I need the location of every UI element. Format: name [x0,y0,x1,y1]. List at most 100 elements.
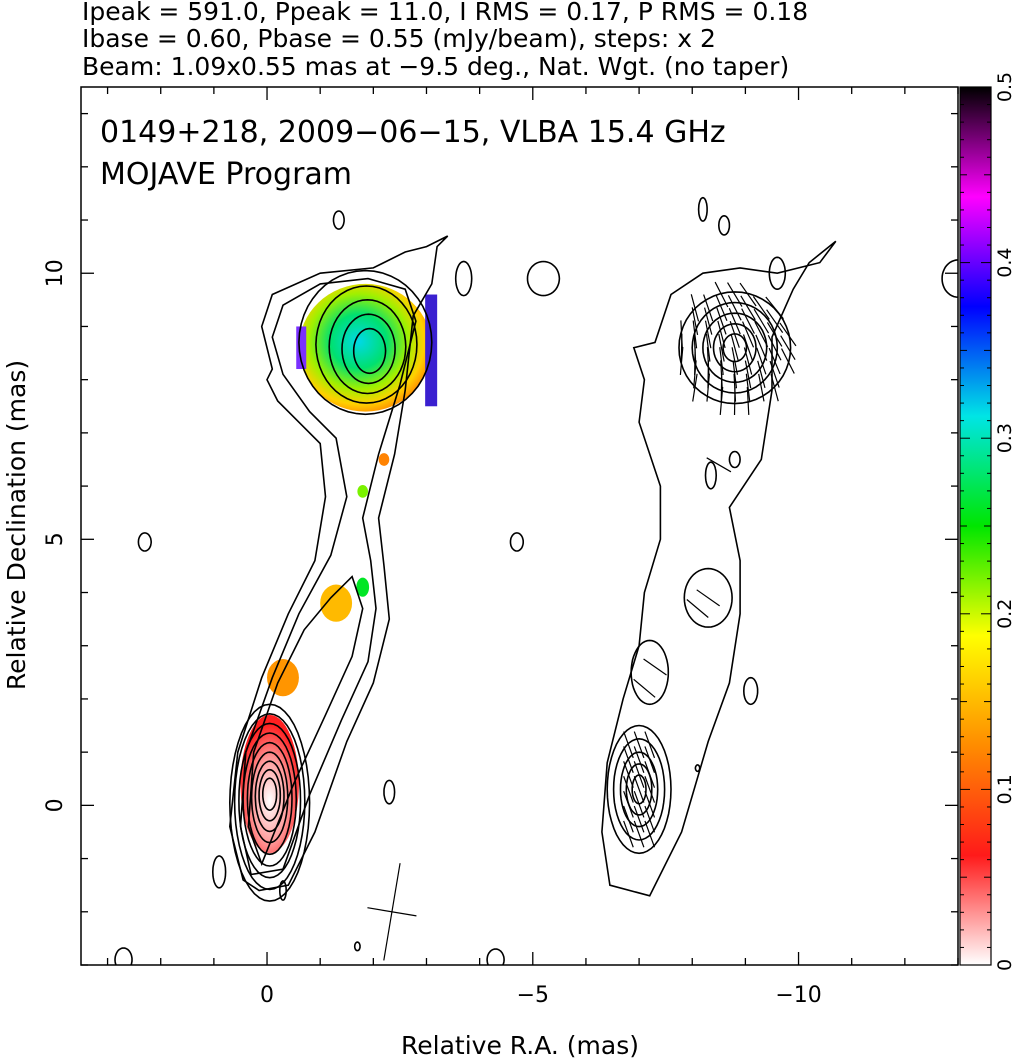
left-core-contour-3 [242,732,298,867]
evpa-tick [757,360,766,389]
y-tick-label: 10 [43,259,68,287]
evpa-tick [644,746,656,773]
colorbar-tick-label: 0 [994,959,1016,971]
right-head-contour-2 [702,312,768,384]
right-island-3 [728,450,741,469]
evpa-tick [752,296,770,320]
evpa-tick [765,296,784,320]
right-head-contour-4 [722,333,748,363]
left-core-contour-8 [262,777,278,812]
evpa-tick [704,320,712,349]
plot-title: 0149+218, 2009−06−15, VLBA 15.4 GHz [100,115,726,150]
y-axis-title: Relative Declination (mas) [2,360,31,690]
left-island-1 [454,260,473,297]
evpa-tick [754,321,769,348]
left-head-contour-4 [352,327,387,375]
right-core-contour-3 [625,763,653,816]
evpa-tick [766,309,784,333]
left-island-8 [114,947,133,965]
x-tick-label: −10 [775,983,821,1008]
left-contour-2 [239,277,417,876]
evpa-tick [623,820,634,848]
right-core-contour-4 [631,774,647,805]
evpa-tick [730,334,739,362]
pol-region-knot-e [378,453,390,466]
evpa-tick [623,746,634,773]
colorbar-tick-label: 0.4 [994,247,1016,277]
header-line-1: Ipeak = 591.0, Ppeak = 11.0, I RMS = 0.1… [82,0,808,26]
evpa-tick [743,347,753,375]
pol-region-knot-c [356,577,370,597]
right-island-4 [697,196,708,222]
right-island-6 [768,256,787,291]
y-tick-label: 0 [43,798,68,812]
evpa-tick [644,776,656,803]
right-island-8 [742,676,759,706]
evpa-tick [706,347,710,376]
right-island-9 [694,764,701,773]
header-line-2: Ibase = 0.60, Pbase = 0.55 (mJy/beam), s… [82,24,716,53]
evpa-tick [745,373,751,402]
evpa-tick [644,790,656,818]
evpa-tick [703,294,714,322]
evpa-tick [717,320,726,349]
right-core-contour-1 [612,737,666,841]
evpa-tick [766,322,783,347]
evpa-tick [718,333,725,362]
evpa-tick [623,731,634,759]
evpa-tick [690,294,700,322]
evpa-tick [732,360,738,389]
evpa-tick [727,282,743,307]
left-island-3 [137,532,153,552]
colorbar-tick-label: 0.5 [994,72,1016,102]
evpa-tick [633,746,645,773]
pol-region-core [240,714,299,854]
evpa-tick [644,761,656,788]
evpa-tick [643,658,667,676]
left-core-contour-1 [233,712,306,891]
left-island-5 [383,779,396,805]
left-core-contour-4 [246,741,293,856]
evpa-tick [739,282,757,307]
y-tick-label: 5 [43,532,68,546]
evpa-tick [696,589,721,607]
evpa-tick [692,320,698,349]
evpa-tick [727,295,742,321]
evpa-tick [769,360,780,388]
left-island-4 [509,532,524,552]
left-island-2 [526,260,561,297]
colorbar-tick-label: 0.1 [994,774,1016,804]
evpa-tick [692,373,698,402]
right-island-1 [683,567,733,628]
evpa-tick [742,334,754,362]
beam-minor-axis [367,907,417,917]
evpa-tick [633,678,656,698]
left-island-0 [332,210,345,230]
evpa-tick [744,360,752,389]
evpa-tick [706,457,732,473]
right-island-2 [704,461,718,490]
evpa-tick [633,731,645,759]
evpa-tick [693,333,697,362]
pol-region-knot-b [320,584,353,622]
colorbar-tick-label: 0.3 [994,423,1016,453]
evpa-tick [644,731,656,759]
evpa-tick [715,294,728,321]
evpa-tick [703,307,713,335]
right-core-contour-0 [606,724,672,855]
evpa-tick [741,308,755,334]
left-island-9 [353,941,361,952]
left-head-contour-3 [341,313,396,385]
left-island-10 [279,880,288,901]
header-line-3: Beam: 1.09x0.55 mas at −9.5 deg., Nat. W… [82,52,789,81]
evpa-tick [633,805,645,833]
colorbar-tick-label: 0.2 [994,599,1016,629]
right-island-0 [630,639,670,706]
left-head-contour-2 [328,298,407,395]
evpa-tick [623,776,634,803]
pol-region-jet-head-edge-left [296,326,307,370]
evpa-tick [633,790,645,818]
right-island-7 [941,259,958,299]
evpa-tick [633,761,645,788]
